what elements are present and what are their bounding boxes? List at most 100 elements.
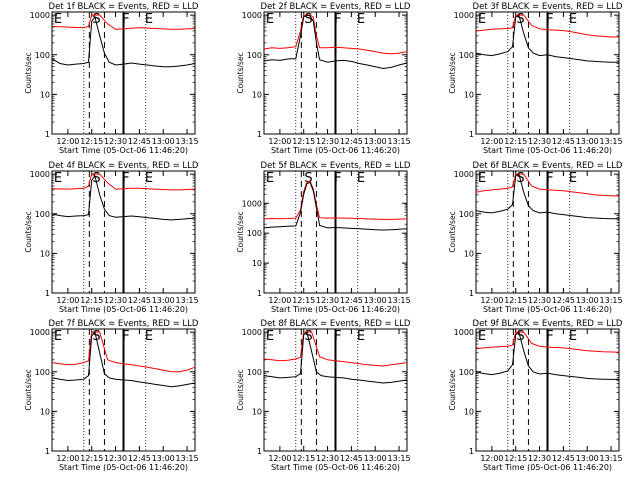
y-tick-label: 1000	[454, 170, 474, 179]
x-tick-label: 12:00	[56, 296, 79, 305]
segment-marker-f: F	[334, 12, 341, 27]
events-series-line	[264, 181, 407, 231]
x-axis-label: Start Time (05-Oct-06 11:46:20)	[59, 146, 188, 155]
segment-marker-e: E	[569, 329, 577, 344]
chart-panel-7: Det 7f BLACK = Events, RED = LLD 1 10 100 10…	[24, 319, 199, 472]
x-tick-label: 12:15	[292, 296, 315, 305]
lld-series-line	[476, 173, 619, 197]
y-tick-label: 10	[252, 90, 262, 99]
x-tick-label: 13:15	[176, 137, 199, 146]
segment-marker-e: E	[145, 171, 153, 186]
chart-panel-5: Det 5f BLACK = Events, RED = LLD 1 10 100 10…	[236, 161, 411, 314]
x-axis-label: Start Time (05-Oct-06 11:46:20)	[59, 305, 188, 314]
lld-series-line	[264, 331, 407, 367]
segment-marker-f: F	[546, 12, 553, 27]
events-series-line	[52, 174, 195, 221]
lld-series-line	[476, 14, 619, 38]
y-tick-label: 100	[247, 368, 262, 377]
segment-marker-e: E	[266, 329, 274, 344]
y-tick-label: 1000	[454, 328, 474, 337]
x-tick-label: 13:00	[364, 454, 387, 463]
segment-marker-s: S	[92, 12, 100, 27]
x-tick-label: 13:00	[152, 296, 175, 305]
x-tick-label: 13:00	[152, 137, 175, 146]
chart-title: Det 2f BLACK = Events, RED = LLD	[261, 2, 411, 12]
y-axis-label: Counts/sec	[448, 52, 457, 93]
segment-marker-e: E	[478, 329, 486, 344]
segment-marker-f: F	[122, 12, 129, 27]
x-tick-label: 12:30	[316, 296, 339, 305]
events-series-line	[476, 331, 619, 380]
x-tick-label: 13:00	[576, 454, 599, 463]
segment-marker-f: F	[334, 329, 341, 344]
y-tick-label: 10	[252, 407, 262, 416]
x-tick-label: 12:30	[528, 296, 551, 305]
y-axis-label: Counts/sec	[236, 211, 245, 252]
x-tick-label: 13:15	[600, 137, 623, 146]
events-series-line	[264, 331, 407, 384]
y-axis-label: Counts/sec	[24, 52, 33, 93]
x-tick-label: 13:15	[388, 454, 411, 463]
y-tick-label: 10	[40, 90, 50, 99]
x-tick-label: 12:15	[504, 137, 527, 146]
lld-series-line	[264, 180, 407, 220]
x-tick-label: 12:45	[128, 296, 151, 305]
chart-title: Det 8f BLACK = Events, RED = LLD	[261, 319, 411, 329]
y-tick-label: 1000	[30, 328, 50, 337]
x-axis-label: Start Time (05-Oct-06 11:46:20)	[271, 463, 400, 472]
y-tick-label: 100	[35, 368, 50, 377]
y-tick-label: 100	[35, 51, 50, 60]
y-tick-label: 1	[257, 447, 262, 456]
segment-marker-s: S	[92, 329, 100, 344]
lld-series-line	[52, 173, 195, 191]
y-tick-label: 1	[45, 289, 50, 298]
chart-title: Det 4f BLACK = Events, RED = LLD	[49, 161, 199, 171]
chart-title: Det 6f BLACK = Events, RED = LLD	[473, 161, 623, 171]
x-axis-label: Start Time (05-Oct-06 11:46:20)	[271, 305, 400, 314]
chart-title: Det 3f BLACK = Events, RED = LLD	[473, 2, 623, 12]
y-tick-label: 100	[459, 210, 474, 219]
segment-marker-e: E	[569, 12, 577, 27]
y-tick-label: 1	[469, 130, 474, 139]
x-tick-label: 12:45	[552, 454, 575, 463]
x-tick-label: 12:30	[104, 137, 127, 146]
chart-title: Det 1f BLACK = Events, RED = LLD	[49, 2, 199, 12]
y-tick-label: 10	[464, 407, 474, 416]
segment-marker-e: E	[357, 329, 365, 344]
segment-marker-s: S	[92, 171, 100, 186]
x-tick-label: 12:15	[80, 454, 103, 463]
x-tick-label: 12:45	[340, 296, 363, 305]
segment-marker-f: F	[122, 329, 129, 344]
y-tick-label: 100	[247, 51, 262, 60]
segment-marker-e: E	[266, 12, 274, 27]
y-tick-label: 1000	[30, 170, 50, 179]
y-axis-label: Counts/sec	[24, 211, 33, 252]
x-tick-label: 12:00	[268, 454, 291, 463]
x-axis-label: Start Time (05-Oct-06 11:46:20)	[483, 146, 612, 155]
segment-marker-f: F	[546, 329, 553, 344]
lld-series-line	[264, 14, 407, 55]
x-tick-label: 12:30	[528, 137, 551, 146]
x-tick-label: 12:30	[104, 296, 127, 305]
segment-marker-e: E	[478, 171, 486, 186]
x-tick-label: 12:15	[292, 454, 315, 463]
x-tick-label: 13:15	[388, 137, 411, 146]
segment-marker-s: S	[304, 171, 312, 186]
x-axis-label: Start Time (05-Oct-06 11:46:20)	[59, 463, 188, 472]
segment-marker-e: E	[569, 171, 577, 186]
chart-title: Det 7f BLACK = Events, RED = LLD	[49, 319, 199, 329]
y-tick-label: 1	[45, 447, 50, 456]
x-tick-label: 13:00	[576, 137, 599, 146]
y-tick-label: 100	[459, 51, 474, 60]
x-tick-label: 12:15	[292, 137, 315, 146]
y-tick-label: 10	[464, 90, 474, 99]
chart-panel-4: Det 4f BLACK = Events, RED = LLD 1 10 100 10…	[24, 161, 199, 314]
y-tick-label: 1	[469, 289, 474, 298]
x-tick-label: 13:00	[152, 454, 175, 463]
x-tick-label: 12:15	[504, 454, 527, 463]
segment-marker-e: E	[357, 12, 365, 27]
chart-panel-1: Det 1f BLACK = Events, RED = LLD 1 10 100 10…	[24, 2, 199, 155]
events-series-line	[476, 14, 619, 63]
y-tick-label: 1	[45, 130, 50, 139]
y-axis-label: Counts/sec	[236, 369, 245, 410]
